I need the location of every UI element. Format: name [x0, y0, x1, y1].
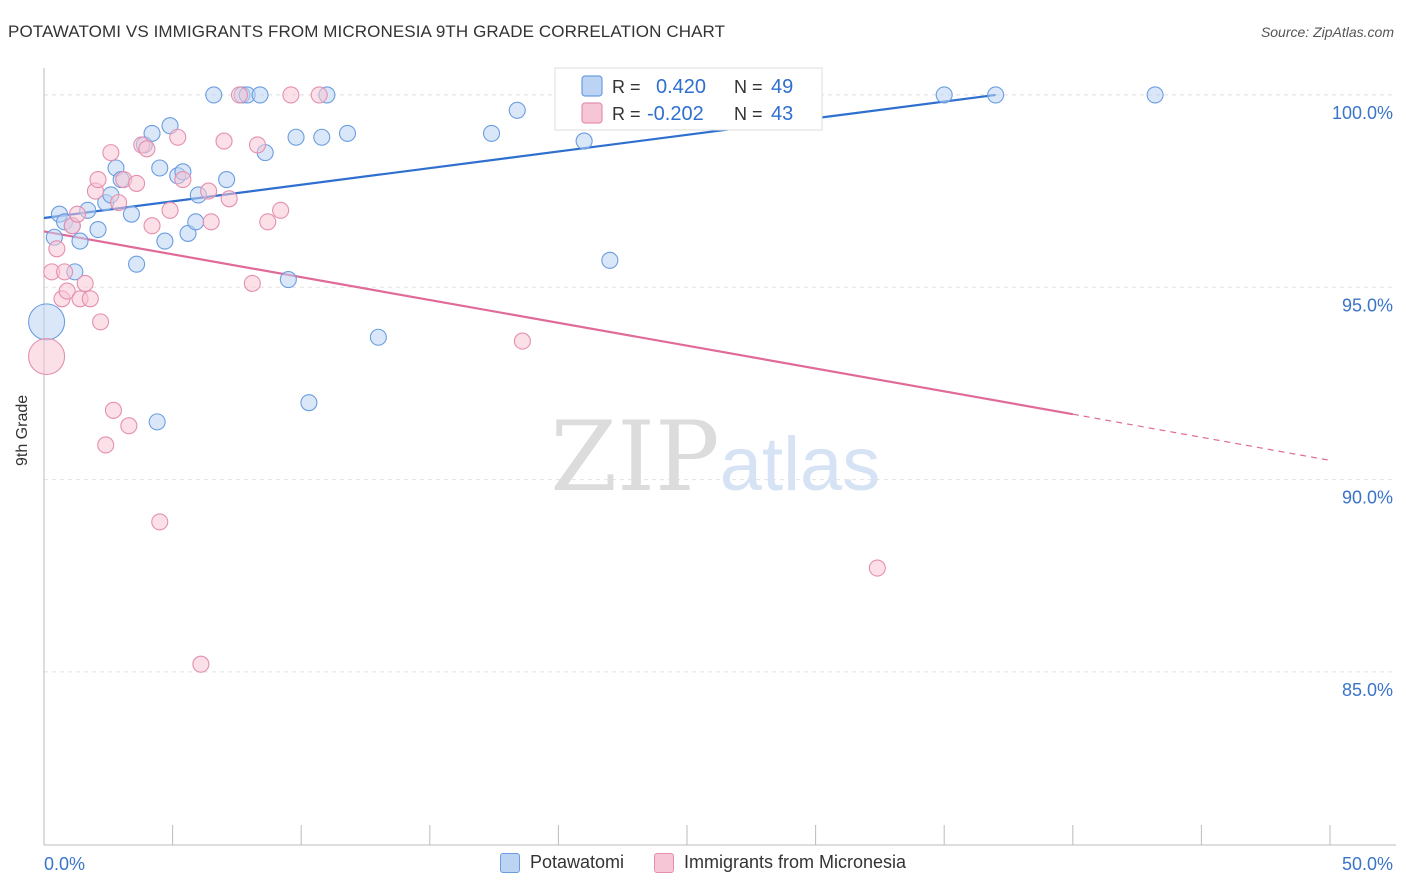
gridlines: [44, 94, 1396, 673]
point-micronesia: [138, 140, 156, 158]
point-micronesia: [272, 201, 290, 219]
point-potawatomi: [313, 128, 331, 146]
point-micronesia: [868, 559, 886, 577]
legend-r-label-2: R =: [612, 104, 641, 124]
data-points: [28, 86, 1164, 673]
legend-swatch-micronesia-bottom: [654, 852, 674, 873]
watermark-atlas: atlas: [720, 422, 881, 507]
point-micronesia: [169, 128, 187, 146]
y-tick-label: 90.0%: [1342, 488, 1393, 508]
point-potawatomi: [251, 86, 269, 104]
point-micronesia: [230, 86, 249, 104]
point-micronesia: [58, 282, 76, 300]
legend-r-label-1: R =: [612, 77, 641, 97]
point-micronesia: [120, 417, 138, 435]
point-micronesia: [28, 337, 66, 376]
point-micronesia: [97, 436, 115, 454]
point-micronesia: [161, 201, 179, 219]
legend-r-value-2: -0.202: [647, 103, 704, 125]
watermark-zip: ZIP: [550, 401, 719, 513]
tick-labels: 85.0% 90.0% 95.0% 100.0% 0.0% 50.0%: [44, 103, 1393, 874]
point-potawatomi: [187, 213, 205, 231]
point-micronesia: [68, 205, 86, 223]
legend-n-value-2: 43: [771, 103, 793, 125]
point-potawatomi: [575, 132, 593, 150]
point-micronesia: [110, 194, 128, 212]
trend-line-micronesia: [43, 230, 1073, 416]
point-potawatomi: [369, 328, 387, 346]
legend-label-potawatomi: Potawatomi: [529, 852, 624, 872]
point-micronesia: [513, 332, 531, 350]
point-micronesia: [48, 240, 66, 258]
point-potawatomi: [28, 303, 66, 341]
point-potawatomi: [508, 101, 526, 119]
point-potawatomi: [287, 128, 305, 146]
point-potawatomi: [156, 232, 174, 250]
point-micronesia: [243, 274, 261, 292]
legend-item-micronesia: Immigrants from Micronesia: [654, 852, 906, 873]
point-micronesia: [89, 170, 107, 189]
legend-swatch-micronesia: [581, 102, 603, 124]
y-tick-label: 100.0%: [1332, 103, 1393, 123]
legend-item-potawatomi: Potawatomi: [499, 852, 624, 873]
point-micronesia: [248, 136, 267, 154]
point-potawatomi: [205, 86, 223, 104]
point-potawatomi: [279, 271, 297, 289]
point-micronesia: [104, 401, 122, 419]
x-tick-label: 0.0%: [44, 854, 85, 874]
source-label: Source: ZipAtlas.com: [1260, 24, 1394, 40]
point-micronesia: [220, 190, 238, 208]
point-potawatomi: [482, 124, 501, 142]
point-micronesia: [202, 213, 220, 231]
legend-n-value-1: 49: [771, 76, 793, 98]
point-micronesia: [192, 655, 210, 673]
point-potawatomi: [151, 159, 169, 177]
point-potawatomi: [218, 170, 236, 189]
point-micronesia: [151, 513, 169, 531]
point-micronesia: [215, 132, 233, 150]
point-potawatomi: [1146, 86, 1164, 104]
point-micronesia: [310, 86, 328, 104]
point-potawatomi: [71, 232, 89, 250]
legend-r-value-1: 0.420: [656, 76, 706, 98]
point-micronesia: [174, 170, 192, 189]
point-potawatomi: [122, 205, 140, 223]
point-micronesia: [92, 313, 110, 331]
legend-label-micronesia: Immigrants from Micronesia: [684, 852, 907, 872]
point-micronesia: [102, 144, 120, 162]
point-micronesia: [81, 290, 99, 308]
trend-line-micronesia-extension: [1072, 413, 1331, 461]
point-potawatomi: [338, 124, 357, 142]
point-micronesia: [259, 213, 277, 231]
legend-swatch-potawatomi-bottom: [499, 852, 520, 873]
point-potawatomi: [89, 221, 107, 239]
top-legend: R = 0.420 N = 49 R = -0.202 N = 43: [554, 67, 823, 131]
point-micronesia: [56, 263, 74, 281]
bottom-legend: Potawatomi Immigrants from Micronesia: [0, 852, 1406, 873]
point-potawatomi: [300, 394, 318, 412]
point-potawatomi: [935, 86, 953, 104]
chart-title: POTAWATOMI VS IMMIGRANTS FROM MICRONESIA…: [8, 22, 726, 41]
point-potawatomi: [148, 413, 166, 431]
point-potawatomi: [143, 124, 161, 142]
point-micronesia: [282, 86, 300, 104]
watermark: ZIP atlas: [550, 401, 880, 513]
point-micronesia: [128, 174, 146, 192]
x-tick-label: 50.0%: [1342, 854, 1393, 874]
point-potawatomi: [987, 86, 1005, 104]
legend-swatch-potawatomi: [581, 75, 603, 97]
legend-n-label-1: N =: [734, 77, 763, 97]
point-potawatomi: [601, 251, 619, 269]
y-tick-label: 85.0%: [1342, 680, 1393, 700]
point-micronesia: [76, 274, 94, 292]
point-potawatomi: [128, 255, 146, 273]
y-tick-label: 95.0%: [1342, 295, 1393, 315]
legend-n-label-2: N =: [734, 104, 763, 124]
axes: [43, 68, 1396, 846]
point-micronesia: [143, 217, 161, 235]
point-micronesia: [200, 182, 218, 200]
